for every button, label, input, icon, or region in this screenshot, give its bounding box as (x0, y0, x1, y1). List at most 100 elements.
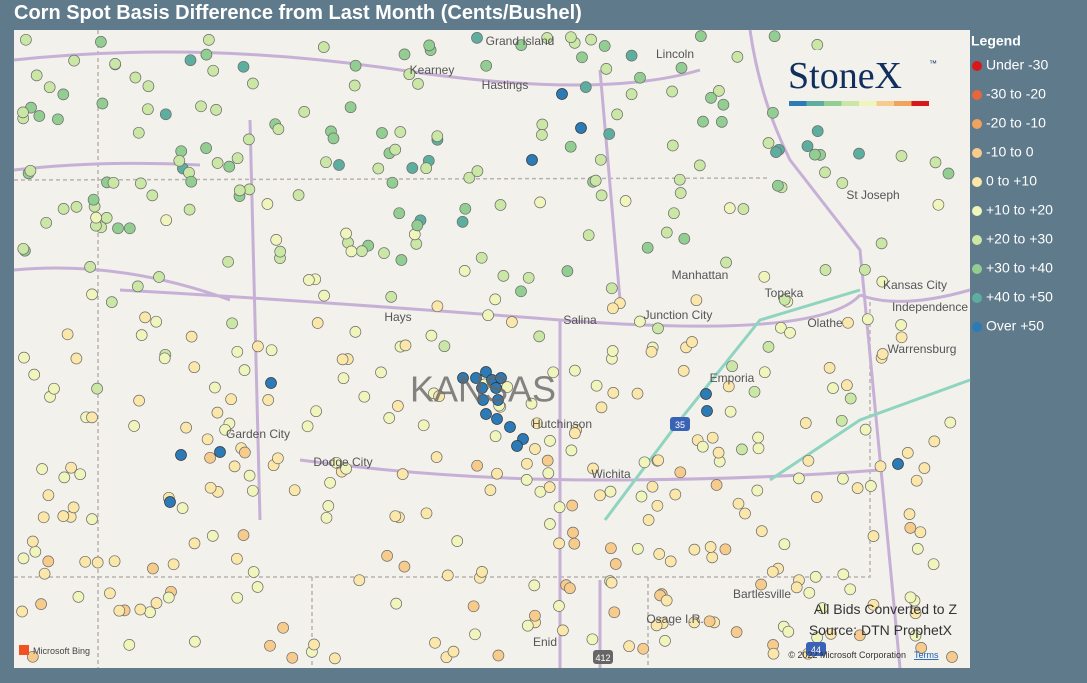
bid-dot (16, 605, 28, 618)
bid-dot (736, 443, 748, 456)
bid-dot (378, 247, 390, 259)
bid-dot (811, 39, 824, 51)
bid-dot (946, 651, 958, 663)
bid-dot (265, 344, 278, 357)
road-labels: 35 44 412 (593, 417, 826, 664)
bid-dot (673, 173, 686, 186)
bid-dot (525, 397, 538, 410)
bid-dot (715, 116, 728, 128)
bid-dot (634, 71, 646, 84)
bid-dot (598, 40, 611, 52)
bid-dot (605, 282, 618, 295)
bid-dot (811, 125, 824, 137)
bid-dot (139, 311, 151, 324)
bid-dot (642, 514, 655, 526)
bid-dot (766, 565, 779, 578)
bid-dot (403, 68, 416, 81)
place-label: Salina (563, 313, 597, 327)
bid-dot (238, 364, 251, 376)
bid-dot (135, 329, 148, 341)
bid-dot (569, 364, 581, 377)
place-label: Manhattan (672, 268, 729, 282)
bid-dot (68, 54, 80, 67)
bid-dot (128, 420, 140, 432)
bid-dot (875, 237, 888, 250)
bid-dot (185, 330, 198, 343)
bid-dot (932, 198, 945, 211)
bid-dot (333, 159, 345, 171)
place-label: Hutchinson (532, 417, 592, 431)
bid-dot (344, 101, 357, 114)
bid-dot (553, 501, 566, 514)
bid-dot (607, 302, 619, 315)
road-shield (593, 650, 613, 664)
bid-dot (853, 147, 865, 160)
bid-dot (697, 115, 709, 128)
bid-dot (286, 651, 299, 664)
bid-dot (112, 222, 124, 235)
bid-dot (726, 360, 738, 373)
bid-dot (874, 460, 887, 473)
bid-dot (724, 405, 737, 418)
bid-dot (52, 113, 64, 126)
bid-dot (480, 59, 493, 72)
bid-dot (752, 442, 765, 455)
place-label: Kearney (410, 63, 455, 77)
bid-dot (758, 270, 771, 283)
bid-dot (719, 543, 732, 556)
bid-dot (336, 353, 349, 366)
bid-dot (504, 421, 516, 433)
bid-dot (544, 518, 556, 530)
bid-dot (819, 166, 831, 179)
bid-dot (944, 416, 957, 429)
bid-dot (690, 294, 703, 307)
bid-dot (536, 118, 549, 131)
legend-label: 0 to +10 (986, 173, 1037, 189)
bid-dot (243, 469, 256, 482)
logo-bar-segment (824, 101, 842, 106)
bid-dot (595, 189, 608, 202)
bid-dot (237, 529, 250, 541)
terms-link[interactable]: Terms (914, 650, 939, 660)
bid-dot (57, 510, 70, 522)
bid-dot (522, 271, 535, 284)
bid-dot (226, 317, 238, 330)
logo-bar-segment (806, 101, 824, 106)
logo-bar-segment (841, 101, 859, 106)
bid-dot (144, 606, 156, 619)
bing-logo (19, 645, 29, 655)
bid-dot (927, 558, 940, 571)
bid-dot (298, 106, 311, 118)
bid-dot (337, 372, 350, 385)
bid-dot (318, 289, 330, 302)
place-label: Osage I.R. (646, 612, 703, 626)
bid-dot (590, 379, 603, 392)
bid-dot (72, 591, 85, 603)
bid-dot (142, 103, 154, 116)
bid-dot (87, 193, 100, 206)
bid-dot (345, 245, 358, 258)
bid-dot (494, 199, 507, 211)
bid-dot (497, 270, 510, 282)
legend-swatch (972, 322, 982, 332)
bid-dot (767, 106, 779, 119)
bid-dot (214, 446, 226, 458)
bid-dot (778, 293, 791, 306)
bid-dot (150, 315, 163, 328)
bid-dot (70, 352, 83, 365)
legend-swatch (972, 264, 982, 274)
bid-dot (108, 555, 121, 568)
legend-swatch (972, 119, 982, 129)
bid-dot (222, 255, 234, 268)
bid-dot (206, 530, 219, 542)
bid-dot (129, 71, 142, 84)
bid-dot (506, 316, 518, 328)
place-label: Garden City (226, 427, 290, 441)
bid-dot (393, 207, 406, 220)
bid-dot (837, 472, 849, 485)
bid-dot (70, 201, 83, 213)
bid-dot (274, 245, 287, 258)
bid-dot (553, 600, 565, 612)
place-label: Lincoln (656, 47, 694, 61)
bid-dot (425, 329, 438, 342)
